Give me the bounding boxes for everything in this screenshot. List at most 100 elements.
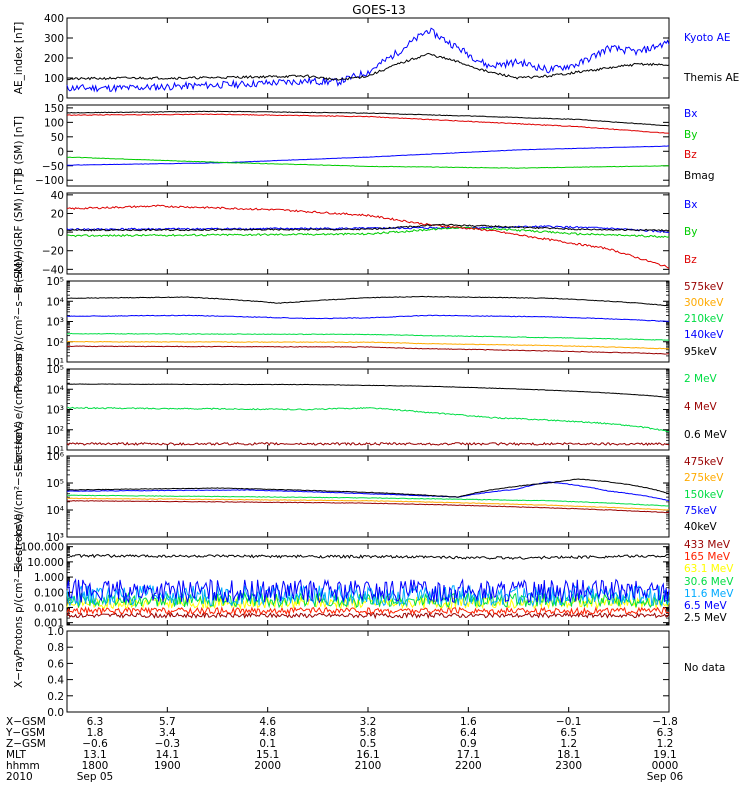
legend-entry: 63.1 MeV: [684, 563, 734, 575]
y-tick-label: 300: [44, 33, 64, 45]
y-axis-label: B (SM) [nT]: [13, 116, 25, 175]
y-axis-label: B (SM)−IGRF (SM) [nT]: [13, 174, 25, 294]
x-axis-cell: 1900: [154, 760, 181, 772]
y-tick-label: 0.010: [34, 602, 64, 614]
y-tick-label: −100: [35, 175, 64, 187]
series-line-95kev: [66, 295, 670, 307]
legend-entry: By: [684, 226, 697, 238]
y-tick-label: 100: [44, 73, 64, 85]
y-tick-label: −40: [42, 264, 64, 276]
y-tick-label: 10⁴: [46, 505, 64, 517]
x-axis-cell: 3.2: [360, 716, 377, 728]
x-axis-cell: 18.1: [557, 749, 580, 761]
legend-entry: Bx: [684, 199, 697, 211]
x-axis-cell: 3.4: [159, 727, 176, 739]
y-tick-label: 10¹: [46, 357, 64, 369]
panel-4: 10¹ 10² 10³ 10⁴ 10⁵ Protons p/(cm²−s−sr−keV) 5…: [13, 250, 724, 392]
y-tick-label: 10³: [46, 532, 64, 544]
y-axis-label: X−ray: [13, 655, 25, 688]
y-tick-label: 10.000: [27, 557, 64, 569]
legend-entry: Bz: [684, 254, 697, 266]
series-line-2-mev: [66, 406, 670, 433]
x-axis-cell: 14.1: [156, 749, 179, 761]
series-line-300kev: [66, 340, 670, 350]
y-tick-label: 10⁵: [46, 478, 64, 490]
chart-title: GOES-13: [352, 3, 406, 17]
legend-entry: By: [684, 129, 697, 141]
y-tick-label: 150: [44, 103, 64, 115]
series-line-themis-ae: [67, 52, 670, 81]
y-tick-label: 0.0: [47, 707, 64, 719]
series-line-210kev: [66, 332, 670, 341]
legend-entry: 11.6 MeV: [684, 588, 734, 600]
y-tick-label: 200: [44, 53, 64, 65]
legend-entry: 300keV: [684, 297, 724, 309]
x-axis-cell: 5.8: [360, 727, 377, 739]
series-line-unlabeled: [66, 223, 670, 232]
x-axis-cell: 4.6: [259, 716, 276, 728]
x-axis-cell: 6.3: [87, 716, 104, 728]
y-axis-label: Electrons e/(cm²−s−sr−keV): [13, 421, 25, 572]
y-tick-label: 1.000: [34, 572, 64, 584]
x-axis-cell: −1.8: [652, 716, 678, 728]
y-tick-label: 0.4: [47, 675, 64, 687]
legend-entry: Kyoto AE: [684, 32, 730, 44]
series-line-165-mev: [66, 605, 670, 616]
legend-entry: Bz: [684, 149, 697, 161]
series-line-75kev: [66, 481, 670, 502]
series-line-63.1-mev: [66, 595, 670, 610]
legend-entry: Bx: [684, 108, 697, 120]
legend-entry: 210keV: [684, 313, 724, 325]
y-tick-label: 0.100: [34, 587, 64, 599]
series-line-bz: [66, 204, 670, 269]
x-axis-cell: 15.1: [256, 749, 279, 761]
x-axis-cell: 0.5: [360, 738, 377, 750]
panel-3: −40 −20 0 20 40 B (SM)−IGRF (SM) [nT] Bx By Bz: [13, 174, 697, 294]
y-tick-label: 0.2: [47, 691, 64, 703]
x-axis-cell: Sep 06: [647, 771, 684, 783]
series-line-140kev: [66, 314, 670, 322]
series-line-0.6-mev: [66, 383, 670, 398]
x-axis-cell: 6.3: [657, 727, 674, 739]
x-axis-cell: 6.5: [560, 727, 577, 739]
y-tick-label: 1.0: [47, 626, 64, 638]
y-tick-label: 10⁵: [46, 276, 64, 288]
legend-entry: 75keV: [684, 505, 718, 517]
y-tick-label: 50: [51, 132, 64, 144]
panel-frame: [66, 630, 670, 713]
legend-entry: 30.6 MeV: [684, 576, 734, 588]
series-line-475kev: [67, 500, 670, 514]
x-axis-cell: 2000: [254, 760, 281, 772]
x-axis-cell: 0.9: [460, 738, 477, 750]
legend-entry: Themis AE: [683, 72, 739, 84]
legend-entry: 6.5 MeV: [684, 600, 728, 612]
x-axis-cell: 2300: [555, 760, 582, 772]
y-axis-label: Protons p/(cm²−s−sr−keV): [13, 250, 25, 392]
series-line-by: [66, 226, 670, 238]
x-axis-cell: Sep 05: [77, 771, 114, 783]
x-axis-cell: 2200: [455, 760, 482, 772]
x-axis-cell: 1.2: [560, 738, 577, 750]
series-line-150kev: [66, 494, 670, 507]
x-axis-cell: 1.6: [460, 716, 477, 728]
x-axis-cell: 1800: [82, 760, 109, 772]
panel-1: 0 100 200 300 400 AE_index [nT] Kyoto AE Themis…: [13, 13, 739, 105]
x-axis-row-label: Z−GSM: [6, 738, 46, 750]
legend-entry: 275keV: [684, 472, 724, 484]
x-axis-cell: 0000: [652, 760, 679, 772]
y-tick-label: 100: [44, 117, 64, 129]
legend-entry: Bmag: [684, 170, 715, 182]
legend-entry: 433 MeV: [684, 539, 731, 551]
y-tick-label: 10²: [46, 337, 64, 349]
panel-8: 0.0 0.2 0.4 0.6 0.8 1.0 X−ray No data: [13, 626, 725, 719]
x-axis-ephemeris-table: X−GSMY−GSMZ−GSMMLThhmm20106.31.8−0.613.1…: [5, 716, 684, 783]
y-axis-label: Protons p/(cm²−s−sr−keV): [13, 513, 25, 655]
panel-2: −100 −50 0 50 100 150 B (SM) [nT] Bx By Bz Bmag: [13, 103, 715, 187]
y-tick-label: 10⁴: [46, 296, 64, 308]
x-axis-cell: 1.2: [657, 738, 674, 750]
legend-entry: 150keV: [684, 489, 724, 501]
panel-7: 0.001 0.010 0.100 1.000 10.000 100.000Protons…: [13, 513, 734, 655]
y-tick-label: 0.6: [47, 658, 64, 670]
x-axis-row-label: 2010: [6, 771, 33, 783]
